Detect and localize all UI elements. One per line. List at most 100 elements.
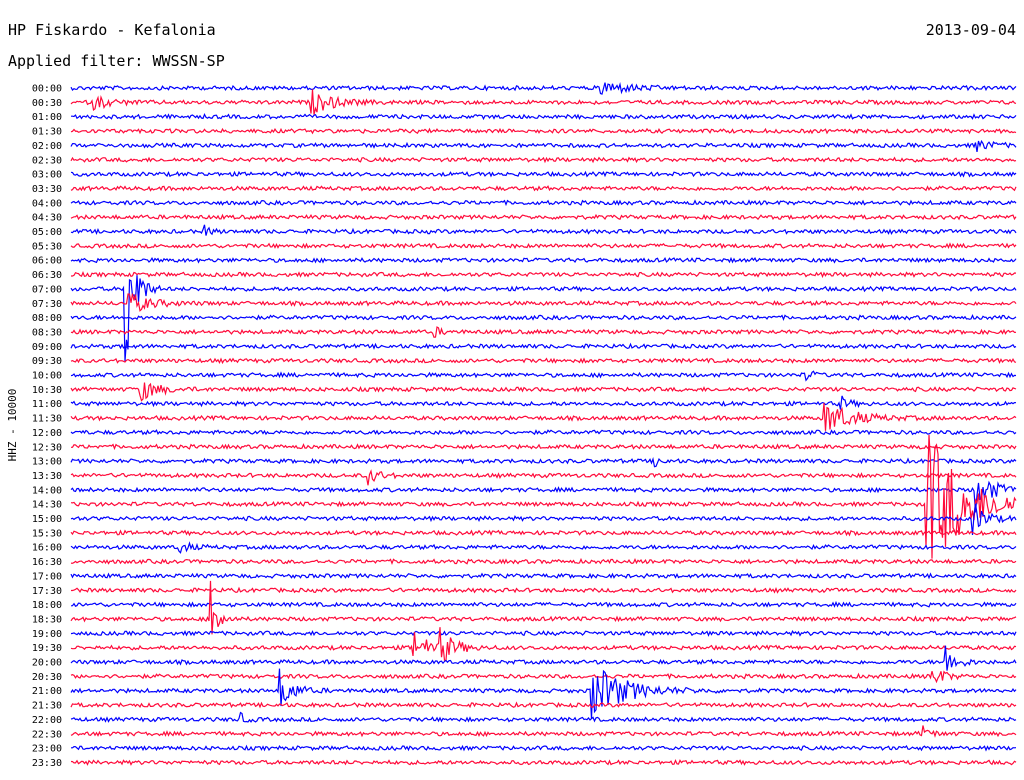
row-time-label: 06:30	[32, 270, 62, 281]
trace-19-00	[70, 629, 1017, 637]
row-time-label: 18:30	[32, 614, 62, 625]
trace-18-30	[70, 580, 1017, 635]
trace-22-30	[70, 725, 1017, 738]
trace-00-00	[70, 82, 1017, 95]
row-time-label: 17:00	[32, 571, 62, 582]
row-time-label: 15:30	[32, 528, 62, 539]
trace-22-00	[70, 711, 1017, 723]
row-time-label: 16:30	[32, 557, 62, 568]
row-time-label: 02:00	[32, 141, 62, 152]
trace-13-30	[70, 469, 1017, 486]
trace-15-30	[70, 529, 1017, 537]
trace-04-00	[70, 199, 1017, 207]
row-time-label: 21:30	[32, 701, 62, 712]
trace-19-30	[70, 627, 1017, 661]
trace-07-30	[70, 293, 1017, 312]
row-time-label: 14:30	[32, 500, 62, 511]
trace-21-00	[70, 668, 1017, 719]
row-time-label: 16:00	[32, 543, 62, 554]
trace-10-00	[70, 370, 1017, 382]
trace-23-30	[70, 758, 1017, 766]
row-time-label: 12:30	[32, 442, 62, 453]
row-time-label: 08:00	[32, 313, 62, 324]
row-time-label: 22:00	[32, 715, 62, 726]
trace-rows: 00:00 00:30 01:00 01:30 02:00 02:30 03:00 03:30…	[32, 82, 1017, 769]
trace-11-00	[70, 395, 1017, 410]
filter-label: Applied filter: WWSSN-SP	[8, 52, 225, 70]
row-time-label: 09:00	[32, 342, 62, 353]
row-time-label: 12:00	[32, 428, 62, 439]
trace-08-30	[70, 326, 1017, 338]
row-time-label: 06:00	[32, 256, 62, 267]
trace-21-30	[70, 701, 1017, 709]
trace-03-30	[70, 185, 1017, 192]
trace-06-30	[71, 271, 1017, 279]
row-time-label: 07:00	[32, 284, 62, 295]
trace-05-00	[70, 224, 1017, 236]
row-time-label: 00:30	[32, 98, 62, 109]
trace-09-30	[70, 357, 1017, 365]
trace-05-30	[70, 242, 1017, 250]
row-time-label: 11:00	[32, 399, 62, 410]
row-time-label: 20:00	[32, 658, 62, 669]
trace-17-30	[71, 586, 1017, 594]
trace-15-00	[70, 503, 1017, 536]
trace-02-30	[70, 156, 1017, 164]
row-time-label: 13:00	[32, 457, 62, 468]
row-time-label: 05:30	[32, 241, 62, 252]
row-time-label: 18:00	[32, 600, 62, 611]
trace-14-30	[70, 434, 1017, 559]
row-time-label: 21:00	[32, 686, 62, 697]
row-time-label: 02:30	[32, 155, 62, 166]
row-time-label: 03:30	[32, 184, 62, 195]
trace-14-00	[70, 480, 1017, 513]
row-time-label: 10:30	[32, 385, 62, 396]
trace-04-30	[70, 213, 1017, 221]
trace-13-00	[70, 456, 1017, 468]
row-time-label: 08:30	[32, 327, 62, 338]
trace-12-00	[70, 429, 1017, 436]
trace-16-30	[70, 557, 1017, 565]
row-time-label: 23:30	[32, 758, 62, 769]
row-time-label: 19:30	[32, 643, 62, 654]
row-time-label: 00:00	[32, 84, 62, 95]
row-time-label: 15:00	[32, 514, 62, 525]
row-time-label: 04:30	[32, 213, 62, 224]
trace-10-30	[70, 382, 1017, 402]
row-time-label: 20:30	[32, 672, 62, 683]
trace-01-30	[70, 127, 1017, 135]
row-time-label: 13:30	[32, 471, 62, 482]
trace-16-00	[70, 541, 1017, 554]
row-time-label: 14:00	[32, 485, 62, 496]
row-time-label: 03:00	[32, 170, 62, 181]
trace-09-00	[70, 342, 1017, 350]
row-time-label: 11:30	[32, 414, 62, 425]
trace-12-30	[71, 443, 1017, 451]
row-time-label: 23:00	[32, 744, 62, 755]
row-time-label: 01:00	[32, 112, 62, 123]
row-time-label: 22:30	[32, 729, 62, 740]
row-time-label: 04:00	[32, 198, 62, 209]
row-time-label: 01:30	[32, 127, 62, 138]
station-title: HP Fiskardo - Kefalonia	[8, 21, 216, 39]
trace-11-30	[70, 402, 1017, 431]
trace-06-00	[70, 256, 1017, 264]
row-time-label: 09:30	[32, 356, 62, 367]
trace-17-00	[70, 572, 1017, 580]
trace-20-30	[70, 670, 1017, 684]
trace-02-00	[70, 139, 1017, 152]
row-time-label: 07:30	[32, 299, 62, 310]
date-label: 2013-09-04	[926, 21, 1016, 39]
trace-08-00	[70, 314, 1017, 321]
row-time-label: 05:00	[32, 227, 62, 238]
trace-01-00	[71, 113, 1017, 121]
row-time-label: 19:00	[32, 629, 62, 640]
row-time-label: 17:30	[32, 586, 62, 597]
trace-07-00	[70, 275, 1017, 362]
trace-00-30	[70, 89, 1017, 115]
trace-03-00	[70, 170, 1017, 178]
channel-label: HHZ - 10000	[6, 389, 19, 462]
trace-20-00	[70, 645, 1017, 671]
